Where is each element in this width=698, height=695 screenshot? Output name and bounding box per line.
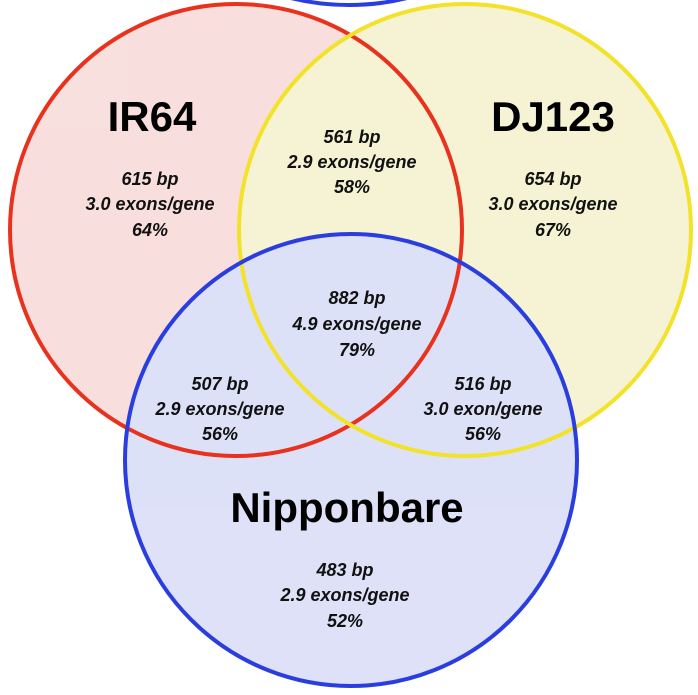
region-percent: 52% (327, 611, 363, 631)
region-ir64-nipponbare: 507 bp 2.9 exons/gene 56% (154, 374, 284, 444)
nipponbare-circle-fill (125, 234, 577, 686)
region-length: 654 bp (524, 169, 581, 189)
region-dj123-nipponbare: 516 bp 3.0 exon/gene 56% (423, 374, 542, 444)
nipponbare-label: Nipponbare (230, 484, 463, 531)
region-percent: 67% (535, 220, 571, 240)
region-percent: 79% (339, 340, 375, 360)
region-nipponbare-only: 483 bp 2.9 exons/gene 52% (279, 560, 409, 631)
region-exons: 2.9 exons/gene (286, 152, 416, 172)
region-percent: 58% (334, 177, 370, 197)
region-exons: 3.0 exons/gene (488, 194, 617, 214)
region-percent: 56% (202, 424, 238, 444)
region-exons: 2.9 exons/gene (279, 585, 409, 605)
region-length: 615 bp (121, 169, 178, 189)
circle-fills (10, 4, 691, 686)
region-dj123-only: 654 bp 3.0 exons/gene 67% (488, 169, 617, 240)
region-exons: 4.9 exons/gene (291, 314, 421, 334)
nipponbare-circle (123, 232, 579, 688)
region-length: 516 bp (454, 374, 511, 394)
region-ir64-dj123: 561 bp 2.9 exons/gene 58% (286, 127, 416, 197)
region-exons: 3.0 exons/gene (85, 194, 214, 214)
ir64-circle (8, 2, 464, 458)
cropped-circle-top (290, 0, 408, 7)
dj123-circle (237, 2, 693, 458)
region-length: 561 bp (323, 127, 380, 147)
region-exons: 3.0 exon/gene (423, 399, 542, 419)
region-percent: 64% (132, 220, 168, 240)
region-exons: 2.9 exons/gene (154, 399, 284, 419)
region-ir64-only: 615 bp 3.0 exons/gene 64% (85, 169, 214, 240)
dj123-label: DJ123 (491, 93, 615, 140)
region-length: 507 bp (191, 374, 248, 394)
region-percent: 56% (465, 424, 501, 444)
region-length: 882 bp (328, 288, 385, 308)
region-length: 483 bp (315, 560, 373, 580)
region-all-three: 882 bp 4.9 exons/gene 79% (291, 288, 421, 360)
ir64-label: IR64 (108, 93, 197, 140)
